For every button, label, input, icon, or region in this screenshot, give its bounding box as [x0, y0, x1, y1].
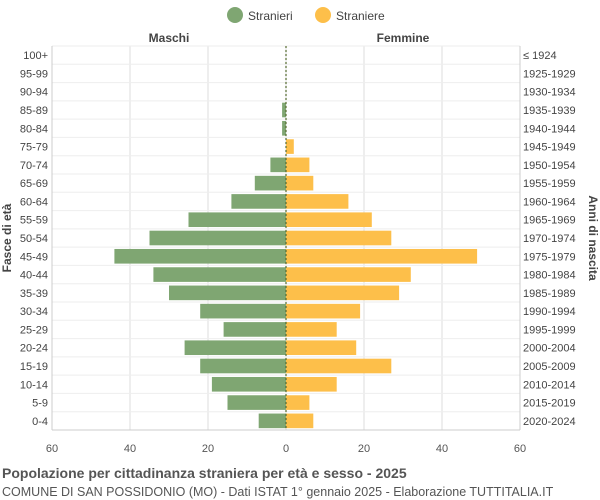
bar-female-70-74 [286, 157, 310, 173]
bar-female-60-64 [286, 194, 349, 209]
age-group-label: 35-39 [20, 288, 48, 300]
x-tick-label: 20 [202, 443, 214, 455]
age-group-label: 70-74 [20, 160, 48, 172]
age-group-label: 65-69 [20, 178, 48, 190]
bar-female-65-69 [286, 175, 314, 191]
legend-marker-straniere[interactable] [315, 7, 331, 23]
age-group-label: 50-54 [20, 233, 48, 245]
legend-label-straniere: Straniere [336, 9, 385, 23]
bar-female-30-34 [286, 303, 361, 319]
birth-year-label: 1950-1954 [523, 160, 576, 172]
birth-year-label: 1925-1929 [523, 68, 576, 80]
bar-female-35-39 [286, 285, 400, 301]
birth-year-label: 1985-1989 [523, 288, 576, 300]
bar-female-45-49 [286, 248, 478, 264]
side-label-males: Maschi [149, 31, 190, 45]
bar-female-10-14 [286, 376, 337, 392]
bar-male-25-29 [223, 322, 286, 337]
legend-label-stranieri: Stranieri [248, 9, 293, 23]
side-label-females: Femmine [377, 31, 430, 45]
birth-year-label: 1945-1949 [523, 142, 576, 154]
legend-marker-stranieri[interactable] [227, 7, 243, 23]
bar-male-70-74 [270, 157, 286, 173]
birth-year-label: 2005-2009 [523, 361, 576, 373]
birth-year-label: 1990-1994 [523, 306, 576, 318]
bar-male-55-59 [188, 212, 286, 228]
bar-male-35-39 [169, 285, 286, 301]
bar-male-45-49 [114, 248, 287, 264]
age-group-label: 25-29 [20, 324, 48, 336]
birth-year-label: 1970-1974 [523, 233, 576, 245]
birth-year-label: 1960-1964 [523, 196, 576, 208]
bar-male-80-84 [282, 120, 286, 136]
bar-female-5-9 [286, 395, 310, 410]
bar-male-40-44 [153, 267, 286, 282]
bar-male-50-54 [149, 230, 286, 246]
age-group-label: 55-59 [20, 215, 48, 227]
bar-male-65-69 [254, 175, 286, 191]
x-tick-label: 20 [358, 443, 370, 455]
age-group-label: 5-9 [32, 398, 48, 410]
birth-year-label: 1935-1939 [523, 105, 576, 117]
bar-male-85-89 [282, 102, 286, 118]
age-group-label: 60-64 [20, 196, 48, 208]
bar-male-20-24 [184, 340, 286, 356]
y-axis-title-left: Fasce di età [0, 203, 14, 272]
age-group-label: 0-4 [32, 416, 48, 428]
x-tick-label: 40 [436, 443, 448, 455]
age-group-label: 45-49 [20, 251, 48, 263]
bar-male-30-34 [200, 303, 286, 319]
chart-title: Popolazione per cittadinanza straniera p… [2, 465, 407, 481]
age-group-label: 80-84 [20, 123, 48, 135]
bar-male-60-64 [231, 194, 286, 209]
age-group-label: 90-94 [20, 87, 48, 99]
population-pyramid-chart: 60 40 20 0 20 40 60 100+ ≤ 1924 95-99 1925-1929 90-… [0, 7, 600, 455]
bar-female-25-29 [286, 322, 337, 337]
birth-year-label: 2020-2024 [523, 416, 576, 428]
bar-female-40-44 [286, 267, 411, 282]
bar-female-50-54 [286, 230, 392, 246]
birth-year-label: 1955-1959 [523, 178, 576, 190]
birth-year-label: 2015-2019 [523, 398, 576, 410]
age-group-label: 20-24 [20, 343, 48, 355]
age-group-label: 30-34 [20, 306, 48, 318]
bar-male-0-4 [258, 413, 286, 429]
age-group-label: 75-79 [20, 142, 48, 154]
bar-female-55-59 [286, 212, 372, 228]
birth-year-label: ≤ 1924 [523, 50, 557, 62]
bar-male-10-14 [211, 376, 286, 392]
age-group-label: 15-19 [20, 361, 48, 373]
bar-male-15-19 [200, 358, 286, 374]
birth-year-label: 1975-1979 [523, 251, 576, 263]
x-tick-label: 60 [46, 443, 58, 455]
birth-year-label: 2000-2004 [523, 343, 576, 355]
birth-year-label: 1940-1944 [523, 123, 576, 135]
bar-female-15-19 [286, 358, 392, 374]
age-group-label: 85-89 [20, 105, 48, 117]
x-tick-label: 60 [514, 443, 526, 455]
age-group-label: 100+ [23, 50, 48, 62]
bar-female-75-79 [286, 139, 294, 154]
chart-source: COMUNE DI SAN POSSIDONIO (MO) - Dati IST… [2, 485, 554, 499]
x-tick-label: 0 [283, 443, 289, 455]
birth-year-label: 2010-2014 [523, 379, 576, 391]
x-tick-label: 40 [124, 443, 136, 455]
birth-year-label: 1930-1934 [523, 87, 576, 99]
bar-female-0-4 [286, 413, 314, 429]
age-group-label: 95-99 [20, 68, 48, 80]
bar-female-20-24 [286, 340, 357, 356]
birth-year-label: 1980-1984 [523, 270, 576, 282]
bar-male-5-9 [227, 395, 286, 410]
age-group-label: 40-44 [20, 270, 48, 282]
birth-year-label: 1965-1969 [523, 215, 576, 227]
birth-year-label: 1995-1999 [523, 324, 576, 336]
age-group-label: 10-14 [20, 379, 48, 391]
y-axis-title-right: Anni di nascita [586, 195, 600, 281]
